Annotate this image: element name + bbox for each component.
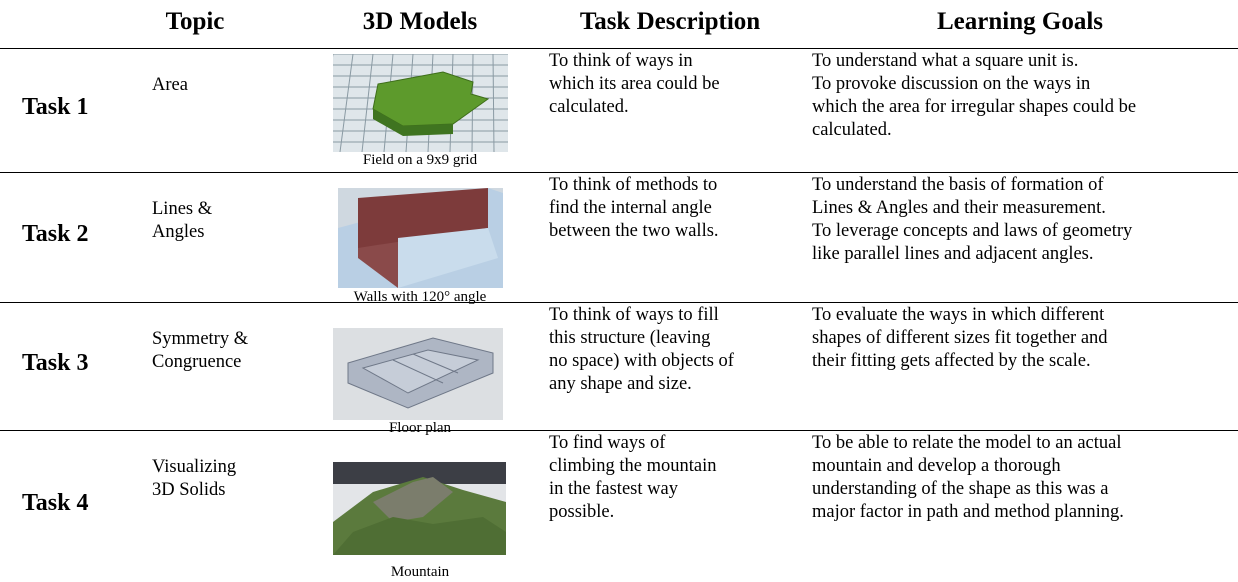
- description-line: in the fastest way: [549, 479, 678, 499]
- description-line: To think of methods to: [549, 175, 718, 195]
- goal-line: shapes of different sizes fit together a…: [812, 328, 1108, 348]
- model-image: [338, 188, 503, 288]
- caption: Field on a 9x9 grid: [362, 152, 478, 168]
- topic-line: 3D Solids: [152, 480, 226, 500]
- task-label: Task 4: [22, 490, 89, 516]
- topic: Area: [152, 74, 188, 97]
- goal-line: calculated.: [812, 120, 892, 140]
- goal-line: mountain and develop a thorough: [812, 456, 1061, 476]
- description-line: any shape and size.: [549, 374, 692, 394]
- rule: [0, 172, 1238, 173]
- goal-line: To evaluate the ways in which different: [812, 305, 1105, 325]
- description-line: no space) with objects of: [549, 351, 734, 371]
- model-image: [333, 462, 506, 555]
- caption: Floor plan: [388, 420, 452, 436]
- description-line: To think of ways in: [549, 51, 693, 71]
- goal-line: To understand the basis of formation of: [812, 175, 1104, 195]
- model-art: [317, 53, 517, 154]
- header-models: 3D Models: [362, 8, 478, 35]
- topic-line: Area: [152, 75, 188, 95]
- task-label: Task 2: [22, 221, 89, 247]
- header-goals: Learning Goals: [937, 8, 1103, 35]
- description-line: possible.: [549, 502, 615, 522]
- model-art: [333, 328, 503, 420]
- goal-line: To be able to relate the model to an act…: [812, 433, 1122, 453]
- description-line: climbing the mountain: [549, 456, 717, 476]
- learning-goals: To be able to relate the model to an act…: [812, 432, 1124, 524]
- goal-line: their fitting gets affected by the scale…: [812, 351, 1091, 371]
- description-line: find the internal angle: [549, 198, 712, 218]
- topic-line: Congruence: [152, 352, 242, 372]
- header-topic: Topic: [165, 8, 225, 35]
- goal-line: like parallel lines and adjacent angles.: [812, 244, 1094, 264]
- goal-line: which the area for irregular shapes coul…: [812, 97, 1137, 117]
- topic-line: Symmetry &: [152, 329, 249, 349]
- model-art: [338, 188, 503, 288]
- learning-goals: To evaluate the ways in which different s…: [812, 304, 1108, 373]
- task-description: To think of ways to fill this structure (…: [549, 304, 734, 396]
- topic: Lines & Angles: [152, 198, 212, 244]
- goal-line: understanding of the shape as this was a: [812, 479, 1109, 499]
- description-line: this structure (leaving: [549, 328, 711, 348]
- learning-goals: To understand the basis of formation of L…: [812, 174, 1132, 266]
- caption: Walls with 120° angle: [353, 289, 487, 305]
- caption: Mountain: [390, 564, 450, 580]
- task-description: To think of methods to find the internal …: [549, 174, 719, 243]
- header-description: Task Description: [579, 8, 761, 35]
- topic: Symmetry & Congruence: [152, 328, 248, 374]
- goal-line: To leverage concepts and laws of geometr…: [812, 221, 1133, 241]
- topic-line: Lines &: [152, 199, 213, 219]
- model-image: [333, 328, 503, 420]
- goal-line: To provoke discussion on the ways in: [812, 74, 1091, 94]
- topic-line: Angles: [152, 222, 205, 242]
- goal-line: Lines & Angles and their measurement.: [812, 198, 1106, 218]
- description-line: calculated.: [549, 97, 629, 117]
- rule: [0, 48, 1238, 49]
- description-line: To find ways of: [549, 433, 666, 453]
- goal-line: major factor in path and method planning…: [812, 502, 1124, 522]
- description-line: between the two walls.: [549, 221, 719, 241]
- description-line: To think of ways to fill: [549, 305, 719, 325]
- task-label: Task 3: [22, 350, 89, 376]
- topic-line: Visualizing: [152, 457, 237, 477]
- task-label: Task 1: [22, 94, 89, 120]
- rule: [0, 302, 1238, 303]
- task-description: To think of ways in which its area could …: [549, 50, 720, 119]
- rule: [0, 430, 1238, 431]
- description-line: which its area could be: [549, 74, 720, 94]
- goal-line: To understand what a square unit is.: [812, 51, 1079, 71]
- task-description: To find ways of climbing the mountain in t…: [549, 432, 717, 524]
- model-art: [333, 462, 506, 555]
- topic: Visualizing 3D Solids: [152, 456, 236, 502]
- learning-goals: To understand what a square unit is. To p…: [812, 50, 1136, 142]
- model-image: [317, 53, 517, 154]
